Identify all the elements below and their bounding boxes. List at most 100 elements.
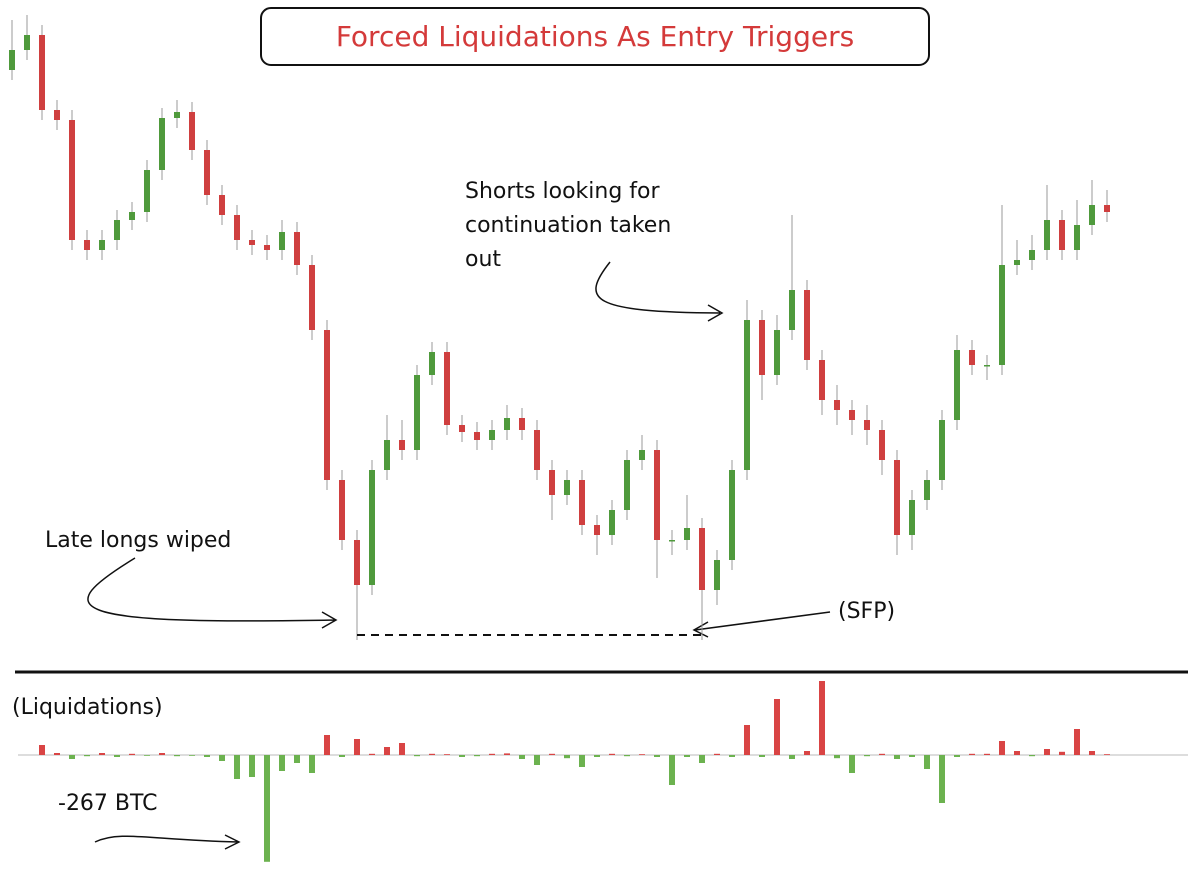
candle-body xyxy=(744,320,750,470)
candle-body xyxy=(879,430,885,460)
liquidation-bar xyxy=(444,754,450,755)
candle-body xyxy=(579,480,585,525)
candle-body xyxy=(609,510,615,535)
candle-body xyxy=(249,240,255,245)
liquidation-bar xyxy=(1059,751,1065,755)
liquidation-bar xyxy=(879,753,885,755)
liquidation-bar xyxy=(489,753,495,755)
liquidation-bar xyxy=(849,755,855,773)
candle-body xyxy=(969,350,975,365)
candle-body xyxy=(564,480,570,495)
liquidation-bar xyxy=(519,755,525,759)
liquidation-bar xyxy=(369,753,375,755)
liquidation-bar xyxy=(234,755,240,779)
candle-body xyxy=(1029,250,1035,260)
liquidation-bar xyxy=(354,739,360,755)
chart-title: Forced Liquidations As Entry Triggers xyxy=(336,20,854,53)
candle-body xyxy=(924,480,930,500)
liquidation-bar xyxy=(834,755,840,759)
candle-body xyxy=(984,365,990,367)
candle-body xyxy=(384,440,390,470)
candle-body xyxy=(444,352,450,425)
liquidation-bar xyxy=(714,753,720,755)
liquidation-bar xyxy=(654,755,660,757)
candle-body xyxy=(159,118,165,170)
candle-body xyxy=(594,525,600,535)
candle-body xyxy=(234,215,240,240)
liquidation-bar xyxy=(744,725,750,755)
liquidation-bar xyxy=(1044,749,1050,755)
liquidation-bar xyxy=(264,755,270,862)
liquidation-bar xyxy=(39,745,45,755)
candle-body xyxy=(129,212,135,220)
liquidation-bar xyxy=(174,755,180,757)
candle-body xyxy=(24,35,30,50)
liquidation-bar xyxy=(759,755,765,757)
candle-body xyxy=(669,540,675,542)
liquidation-bar xyxy=(579,755,585,767)
liquidation-bar xyxy=(84,755,90,757)
candle-body xyxy=(1044,220,1050,250)
candle-body xyxy=(114,220,120,240)
liquidation-bar xyxy=(504,753,510,755)
annotation: -267 BTC xyxy=(58,791,158,816)
candle-body xyxy=(699,528,705,590)
liquidation-bar xyxy=(129,753,135,755)
liquidation-bar xyxy=(594,755,600,757)
liquidation-bar xyxy=(609,753,615,755)
liquidation-bar xyxy=(384,747,390,755)
candle-body xyxy=(369,470,375,585)
liquidation-bar xyxy=(459,755,465,757)
title-box xyxy=(260,7,930,66)
liquidation-bar xyxy=(804,751,810,755)
candle-body xyxy=(1014,260,1020,265)
liquidation-bar xyxy=(774,699,780,755)
candle-body xyxy=(714,560,720,590)
candle-body xyxy=(84,240,90,250)
liquidation-bar xyxy=(144,755,150,756)
liquidation-bar xyxy=(159,753,165,755)
candle-body xyxy=(399,440,405,450)
liquidation-bar xyxy=(309,755,315,773)
liquidation-bar xyxy=(684,755,690,757)
liquidation-bar xyxy=(414,755,420,757)
liquidation-bar xyxy=(1029,755,1035,757)
candle-body xyxy=(624,460,630,510)
candle-body xyxy=(204,150,210,195)
liquidation-bar xyxy=(204,755,210,757)
candle-body xyxy=(459,425,465,432)
liquidation-bar xyxy=(69,755,75,759)
candle-body xyxy=(174,112,180,118)
liquidation-bar xyxy=(669,755,675,785)
liquidation-bar xyxy=(324,735,330,755)
candle-body xyxy=(1089,205,1095,225)
candle-body xyxy=(9,50,15,70)
candle-body xyxy=(909,500,915,535)
arrow xyxy=(595,261,724,322)
candle-body xyxy=(489,430,495,440)
candle-body xyxy=(99,240,105,250)
candle-body xyxy=(654,450,660,540)
liquidation-bar xyxy=(279,755,285,771)
candle-body xyxy=(534,430,540,470)
liquidation-bar xyxy=(339,755,345,757)
liquidation-bar xyxy=(549,753,555,755)
liquidation-bar xyxy=(399,743,405,755)
liquidation-bar xyxy=(54,753,60,755)
candle-body xyxy=(414,375,420,450)
liquidation-bar xyxy=(534,755,540,765)
candle-body xyxy=(144,170,150,212)
arrow xyxy=(692,611,831,638)
liquidation-bar xyxy=(864,755,870,757)
candle-body xyxy=(774,330,780,375)
liquidation-bar xyxy=(954,755,960,757)
candle-body xyxy=(474,432,480,440)
liquidation-bar xyxy=(1089,751,1095,755)
liquidation-bar xyxy=(624,755,630,757)
annotation: out xyxy=(465,247,501,272)
liquidation-bar xyxy=(99,753,105,755)
panel-title: (Liquidations) xyxy=(12,695,163,720)
candle-body xyxy=(279,232,285,250)
liquidation-bar xyxy=(474,755,480,757)
